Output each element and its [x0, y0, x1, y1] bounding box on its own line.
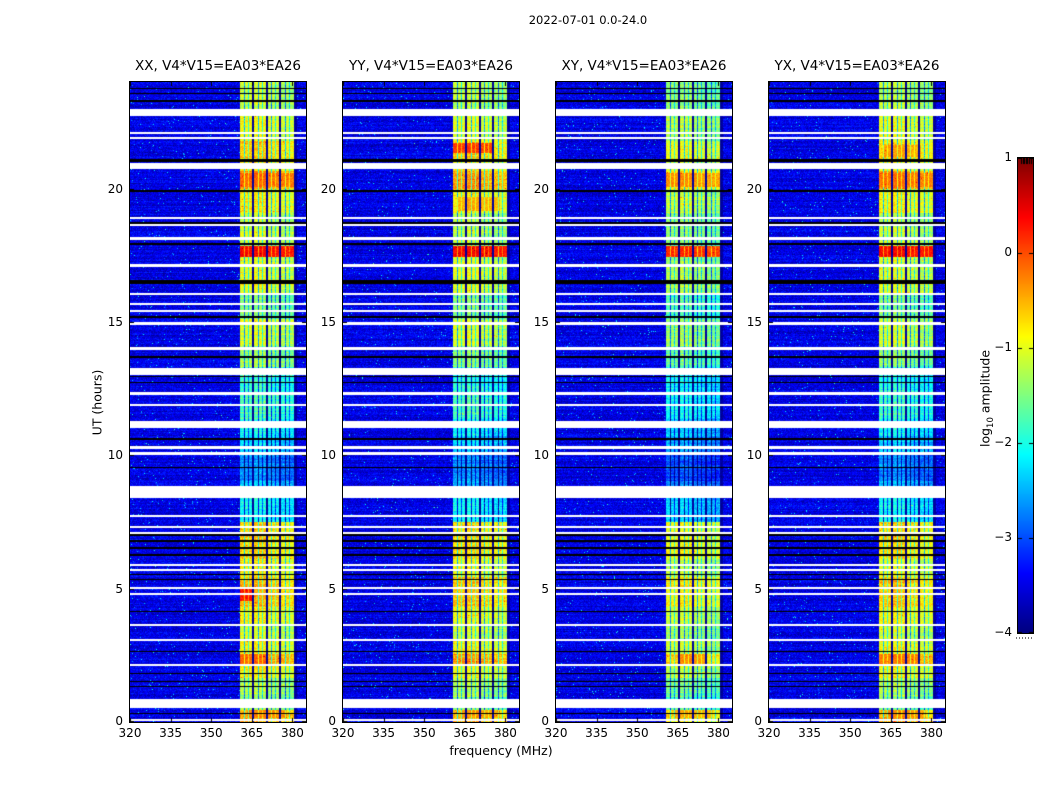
y-tick-label: 0 — [541, 714, 549, 728]
spectrogram-canvas-YY — [343, 82, 519, 722]
spectrogram-canvas-XY — [556, 82, 732, 722]
x-tick-label: 335 — [159, 726, 183, 740]
x-tick-label: 380 — [707, 726, 730, 740]
y-tick-label: 20 — [746, 181, 762, 196]
panel-title-YY: YY, V4*V15=EA03*EA26 — [348, 58, 513, 74]
x-tick-label: 320 — [757, 726, 781, 740]
y-axis-label: UT (hours) — [89, 369, 105, 436]
colorbar-tick-label: −3 — [994, 530, 1012, 544]
y-tick-label: 5 — [541, 581, 549, 596]
y-tick-label: 10 — [107, 448, 123, 463]
y-tick-label: 0 — [328, 714, 336, 728]
x-tick-label: 335 — [585, 726, 609, 740]
colorbar-tick-label: −1 — [994, 340, 1012, 354]
panel-YX — [768, 81, 946, 723]
colorbar-canvas — [1018, 158, 1033, 633]
y-tick-label: 5 — [328, 581, 336, 596]
x-tick-label: 320 — [544, 726, 568, 740]
y-tick-label: 15 — [320, 315, 336, 329]
colorbar-tick-label: −2 — [994, 435, 1012, 449]
y-tick-label: 5 — [754, 581, 762, 596]
colorbar-label-subscript: 10 — [986, 417, 996, 428]
x-tick-label: 365 — [879, 726, 903, 740]
y-tick-label: 10 — [533, 448, 549, 463]
y-tick-label: 20 — [107, 181, 123, 196]
spectrogram-canvas-YX — [769, 82, 945, 722]
y-tick-label: 15 — [533, 315, 549, 329]
panel-YY — [342, 81, 520, 723]
y-tick-label: 10 — [746, 448, 762, 463]
y-tick-label: 10 — [320, 448, 336, 463]
colorbar-label: log10 amplitude — [977, 337, 997, 461]
y-tick-label: 20 — [533, 181, 549, 196]
x-tick-label: 380 — [281, 726, 304, 740]
colorbar-label-prefix: log — [977, 427, 993, 448]
x-tick-label: 335 — [798, 726, 822, 740]
y-tick-label: 15 — [107, 315, 123, 329]
panel-XY — [555, 81, 733, 723]
x-tick-label: 365 — [453, 726, 477, 740]
x-tick-label: 350 — [838, 726, 862, 740]
colorbar-label-suffix: amplitude — [977, 349, 993, 418]
x-tick-label: 320 — [331, 726, 355, 740]
panel-XX — [129, 81, 307, 723]
x-tick-label: 335 — [372, 726, 396, 740]
colorbar-tick-label: 1 — [1004, 150, 1012, 164]
x-tick-label: 350 — [412, 726, 436, 740]
x-tick-label: 350 — [625, 726, 649, 740]
x-tick-label: 380 — [494, 726, 517, 740]
panel-title-XX: XX, V4*V15=EA03*EA26 — [134, 58, 301, 74]
x-tick-label: 365 — [240, 726, 264, 740]
colorbar-under-marks — [1016, 637, 1034, 639]
spectrogram-canvas-XX — [130, 82, 306, 722]
x-axis-label: frequency (MHz) — [449, 743, 553, 758]
panel-title-YX: YX, V4*V15=EA03*EA26 — [774, 58, 940, 74]
colorbar — [1017, 157, 1034, 634]
colorbar-tick-label: 0 — [1004, 245, 1012, 259]
y-tick-label: 0 — [754, 714, 762, 728]
x-tick-label: 365 — [666, 726, 690, 740]
y-tick-label: 15 — [746, 315, 762, 329]
x-tick-label: 350 — [199, 726, 223, 740]
figure-title: 2022-07-01 0.0-24.0 — [528, 13, 648, 27]
y-tick-label: 0 — [115, 714, 123, 728]
panel-title-XY: XY, V4*V15=EA03*EA26 — [561, 58, 727, 74]
y-tick-label: 5 — [115, 581, 123, 596]
y-tick-label: 20 — [320, 181, 336, 196]
x-tick-label: 380 — [920, 726, 943, 740]
colorbar-tick-label: −4 — [994, 625, 1012, 639]
x-tick-label: 320 — [118, 726, 142, 740]
